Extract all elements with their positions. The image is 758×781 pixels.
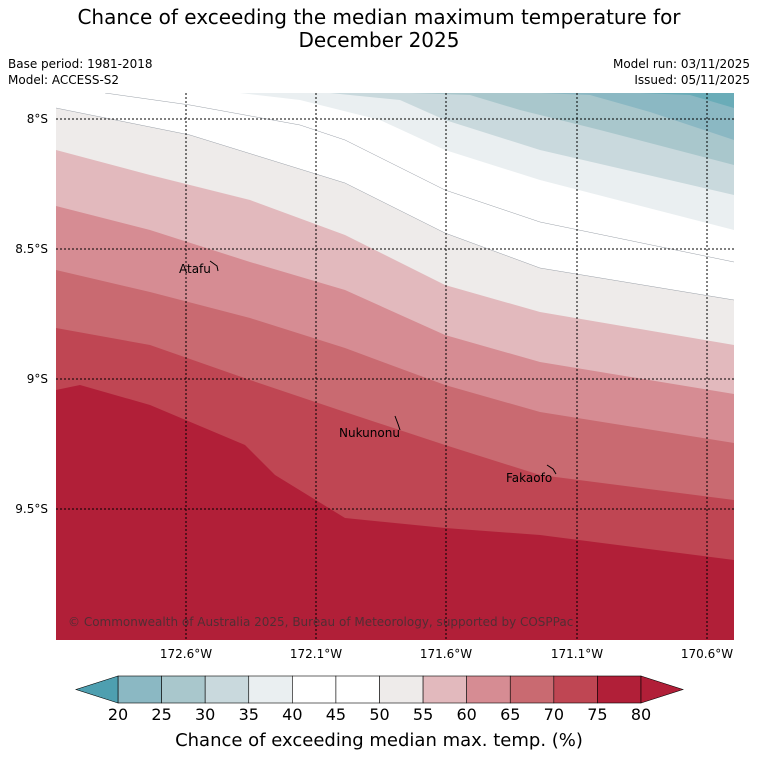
place-label-nukunonu: Nukunonu <box>339 426 400 440</box>
colorbar-tick-label: 40 <box>282 705 303 724</box>
lon-label-170-6w: 170.6°W <box>680 647 734 661</box>
band-30 <box>540 93 734 140</box>
colorbar-segment <box>204 675 250 704</box>
map-area: Atafu Nukunonu Fakaofo © Commonwealth of… <box>56 93 734 640</box>
colorbar-over-arrow <box>640 675 684 704</box>
colorbar-segment <box>597 675 642 704</box>
colorbar-label: Chance of exceeding median max. temp. (%… <box>175 730 583 751</box>
model-run: Model run: 03/11/2025 <box>612 57 750 71</box>
graticule <box>56 93 734 640</box>
colorbar-segment <box>422 675 467 704</box>
colorbar-tick-label: 30 <box>194 705 216 724</box>
colorbar-tick-label: 70 <box>543 705 565 724</box>
colorbar-segment <box>379 675 424 704</box>
lat-label-9s: 9°S <box>26 372 48 386</box>
colorbar-tick-label: 65 <box>500 705 521 724</box>
colorbar-segment <box>335 675 380 704</box>
colorbar-tick-label: 50 <box>369 705 390 724</box>
colorbar-segment <box>292 675 337 704</box>
colorbar-tick-label: 55 <box>412 705 434 724</box>
colorbar-tick-label: 45 <box>325 705 347 724</box>
copyright-text: © Commonwealth of Australia 2025, Bureau… <box>68 615 573 629</box>
lon-label-171-6w: 171.6°W <box>419 647 473 661</box>
colorbar-segment <box>509 675 555 704</box>
chart-title-line1: Chance of exceeding the median maximum t… <box>77 5 681 29</box>
place-label-atafu: Atafu <box>179 262 211 276</box>
nukunonu-atoll <box>394 415 401 431</box>
band-80 <box>56 385 734 640</box>
colorbar-tick-label: 35 <box>238 705 259 724</box>
base-period: Base period: 1981-2018 <box>8 57 153 71</box>
colorbar-segment <box>161 675 206 704</box>
fakaofo-atoll <box>546 464 557 475</box>
lat-label-8-5s: 8.5°S <box>15 242 48 256</box>
colorbar-tick-label: 80 <box>630 705 652 724</box>
colorbar-segment <box>553 675 598 704</box>
place-label-fakaofo: Fakaofo <box>506 471 552 485</box>
colorbar <box>75 675 684 704</box>
lat-label-8s: 8°S <box>26 112 48 126</box>
chart-title-line2: December 2025 <box>298 28 460 52</box>
lon-label-171-1w: 171.1°W <box>550 647 604 661</box>
lon-label-172-6w: 172.6°W <box>159 647 213 661</box>
issued-date: Issued: 05/11/2025 <box>634 73 750 87</box>
colorbar-segment <box>248 675 293 704</box>
atafu-atoll <box>209 260 219 272</box>
colorbar-segment <box>117 675 162 704</box>
colorbar-tick-label: 25 <box>151 705 172 724</box>
colorbar-tick-label: 20 <box>107 705 129 724</box>
band-25 <box>640 93 734 108</box>
colorbar-under-arrow <box>75 675 119 704</box>
lat-label-9-5s: 9.5°S <box>15 502 48 516</box>
model-name: Model: ACCESS-S2 <box>8 73 120 87</box>
colorbar-segment <box>466 675 511 704</box>
lon-label-172-1w: 172.1°W <box>289 647 343 661</box>
colorbar-tick-label: 75 <box>587 705 608 724</box>
colorbar-tick-label: 60 <box>456 705 477 724</box>
